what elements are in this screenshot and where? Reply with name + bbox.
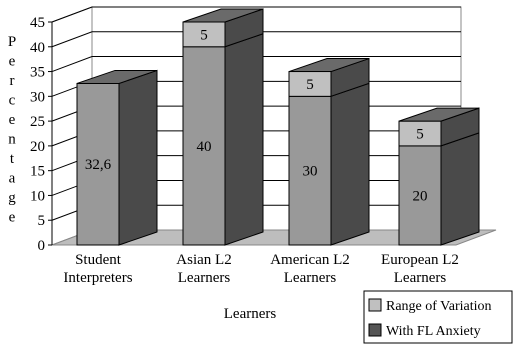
y-tick-label: 20 [30,139,45,155]
x-tick-label: Student Interpreters [63,252,132,286]
bar-side [224,33,264,246]
y-tick-label: 30 [30,89,45,105]
bar-top [398,107,480,122]
data-label: 20 [413,188,428,204]
bar-variation [398,120,442,147]
data-label: 5 [306,77,314,93]
x-tick-label: Asian L2 Learners [176,252,231,286]
data-label: 40 [197,139,212,155]
x-tick-label: European L2 Learners [381,252,459,286]
legend-swatch [368,298,382,312]
gridline [51,6,461,23]
gridline [51,56,461,73]
bars: 32,6 40 5 30 5 20 5 [76,8,480,246]
bar-top [182,8,264,23]
data-label: 32,6 [85,157,112,173]
y-tick-label: 35 [30,65,45,81]
legend-label: With FL Anxiety [386,324,481,339]
data-label: 5 [200,27,208,43]
data-label: 5 [416,127,424,143]
y-tick-label: 25 [30,114,45,130]
y-axis: 0 5 10 15 20 25 30 35 40 45 [30,15,53,254]
x-tick-label: American L2 Learners [270,252,350,286]
bar-anxiety [398,145,442,246]
y-tick-label: 15 [30,164,45,180]
bar-side [440,132,480,246]
y-tick-label: 0 [38,238,46,254]
bar-top [288,58,370,73]
x-axis: Student Interpreters Asian L2 Learners Ameri… [63,252,459,286]
gridline [51,31,461,48]
bar-anxiety [288,95,332,246]
bar-top [76,69,158,84]
bar-variation [182,21,226,48]
y-tick-label: 45 [30,15,45,31]
data-label: 30 [303,164,318,180]
legend-swatch [368,323,382,337]
legend-box [363,290,513,344]
y-tick-label: 10 [30,188,45,204]
bar-anxiety [182,46,226,246]
bar-side [118,69,158,246]
y-tick-label: 5 [38,213,46,229]
y-tick-label: 40 [30,40,45,56]
bar-anxiety [76,82,120,246]
legend-label: Range of Variation [386,299,492,314]
bar-side [330,82,370,246]
legend: Range of Variation With FL Anxiety [363,290,513,344]
x-axis-label: Learners [224,306,277,322]
